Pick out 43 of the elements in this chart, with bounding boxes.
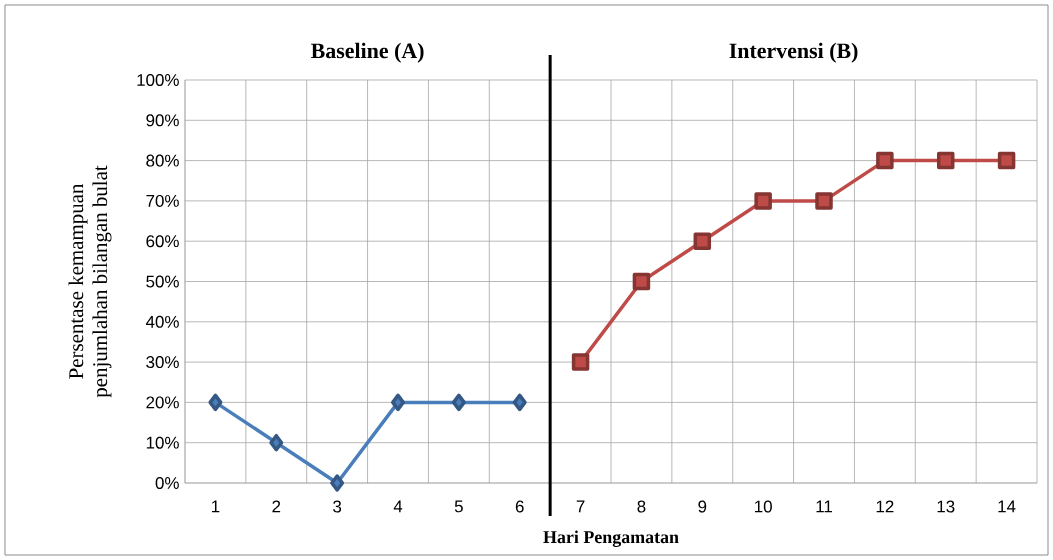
point xyxy=(208,393,223,412)
point xyxy=(754,192,772,210)
text: Intervensi (B) xyxy=(729,42,858,63)
y-tick-label: 50% xyxy=(146,275,179,288)
x-tick-label: 2 xyxy=(272,500,281,513)
x-tick-label: 5 xyxy=(454,500,463,513)
x-tick-label: 8 xyxy=(637,500,646,513)
y-tick-label: 90% xyxy=(146,114,179,127)
point xyxy=(451,393,466,412)
x-tick-label: 10 xyxy=(755,500,772,513)
point xyxy=(693,232,712,250)
y-tick-label: 100% xyxy=(137,74,179,86)
x-tick-label: 12 xyxy=(876,500,894,513)
y-tick-label: 40% xyxy=(145,315,179,328)
x-tick-label: 14 xyxy=(998,500,1016,513)
point xyxy=(876,151,894,170)
point xyxy=(997,151,1016,170)
x-tick-label: 13 xyxy=(937,500,955,513)
point xyxy=(330,474,345,492)
x-tick-label: 7 xyxy=(576,500,585,513)
x-tick-label: 11 xyxy=(816,500,832,513)
x-tick-label: 4 xyxy=(393,500,403,513)
point xyxy=(815,192,833,210)
y-tick-label: 30% xyxy=(146,356,179,369)
text: Baseline (A) xyxy=(311,42,424,63)
x-tick-label: 6 xyxy=(515,500,524,513)
point xyxy=(391,393,405,412)
y-tick-label: 10% xyxy=(146,436,179,449)
point xyxy=(269,433,284,452)
y-axis-title: Persentase kemampuan penjumlahan bilangan bulat xyxy=(68,165,112,398)
point xyxy=(571,353,590,371)
point xyxy=(512,393,527,412)
y-tick-label: 20% xyxy=(146,396,179,409)
y-tick-label: 0% xyxy=(155,477,179,489)
y-tick-label: 60% xyxy=(146,235,179,248)
x-tick-label: 9 xyxy=(698,500,707,513)
point xyxy=(632,272,651,291)
x-axis-title: Hari Pengamatan xyxy=(543,530,679,547)
y-tick-label: 70% xyxy=(146,194,179,207)
x-tick-label: 1 xyxy=(212,500,220,513)
x-tick-label: 3 xyxy=(333,500,342,513)
y-tick-label: 80% xyxy=(146,154,179,167)
point xyxy=(936,151,955,170)
